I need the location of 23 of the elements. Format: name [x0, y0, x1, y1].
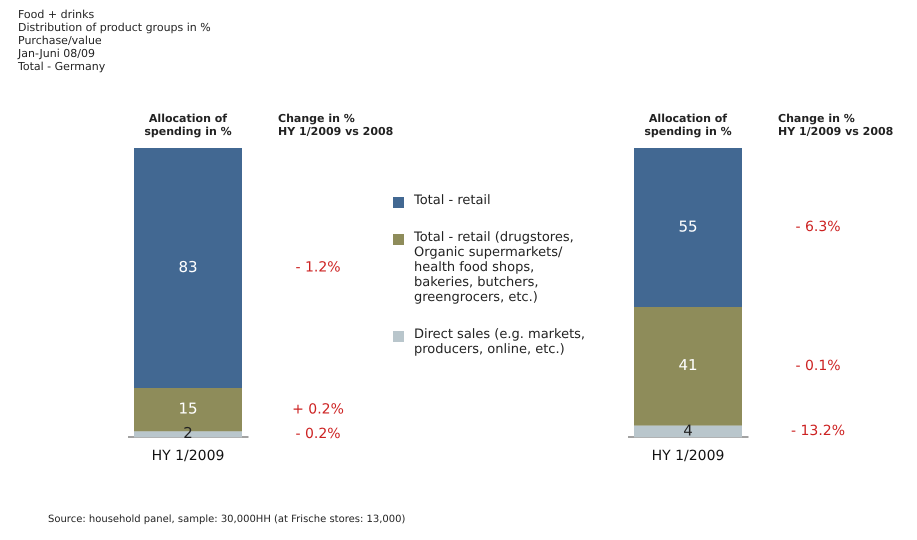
data-label: 55 [678, 217, 698, 236]
chart-title: Food + drinks [18, 8, 96, 21]
data-label: 83 [178, 258, 198, 276]
text: + 0.2% [292, 401, 344, 418]
text: - 13.2% [791, 423, 845, 440]
x-tick-label: HY 1/2009 [152, 448, 224, 464]
chart-subtitle: Distribution of product groups in % Purchase/value Jan-Juni 08/09 Total - Germany [18, 21, 211, 73]
legend-label: Total - retail [414, 193, 491, 208]
x-tick-label: HY 1/2009 [652, 448, 724, 464]
source-note: Source: household panel, sample: 30,000HH (at Frische stores: 13,000) [48, 514, 406, 525]
data-label: 41 [678, 356, 698, 374]
text: - 0.1% [795, 358, 841, 374]
text: Change in % HY 1/2009 vs 2008 [278, 112, 394, 138]
text: - 0.2% [295, 426, 341, 442]
text: Change in % HY 1/2009 vs 2008 [778, 112, 894, 138]
legend-label: Total - retail (drugstores, Organic supermarkets/ health food shops, bakeries, butchers, greengrocers, etc.) [414, 230, 575, 305]
text: - 1.2% [295, 260, 341, 276]
data-label: 4 [683, 421, 693, 440]
y-axis-title: Allocation of spending in % [143, 112, 233, 138]
y-axis-title: Allocation of spending in % [643, 112, 733, 138]
data-label: 15 [178, 400, 198, 418]
legend-label: Direct sales (e.g. markets, producers, online, etc.) [414, 327, 586, 357]
text: - 6.3% [795, 219, 841, 236]
